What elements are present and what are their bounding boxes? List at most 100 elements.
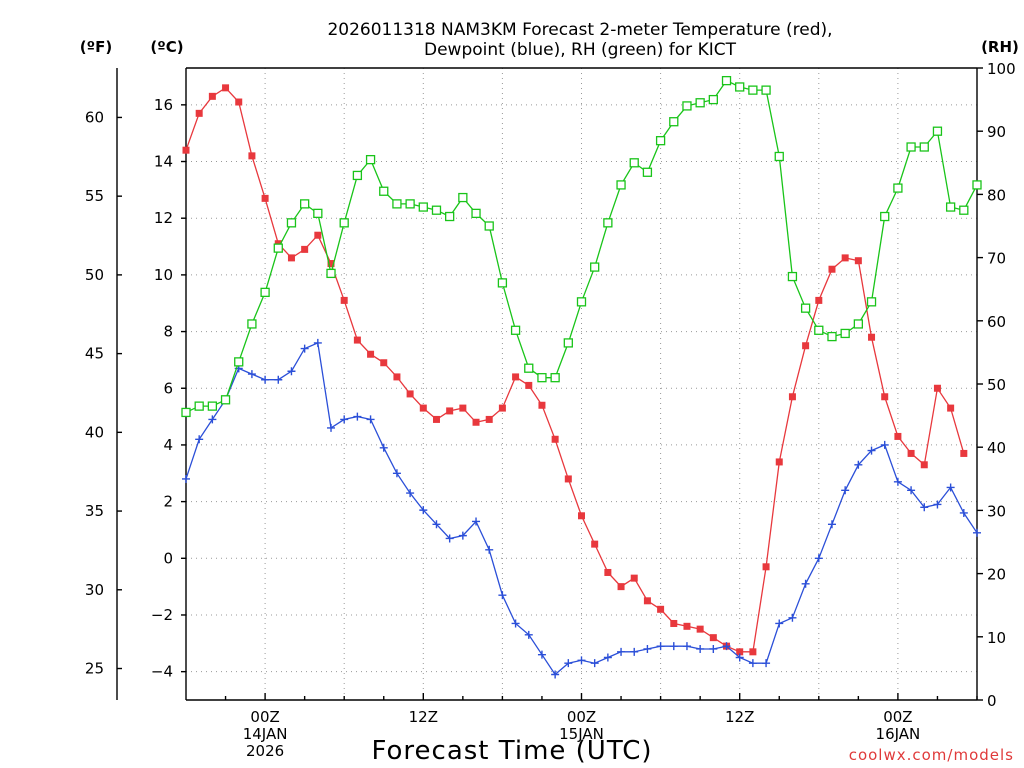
temperature-point bbox=[828, 265, 836, 273]
temperature-point bbox=[498, 404, 506, 412]
temperature-point bbox=[551, 435, 559, 443]
rh-point bbox=[220, 395, 231, 405]
dewpoint-point bbox=[432, 520, 441, 529]
temperature-point bbox=[775, 458, 783, 466]
temperature-point bbox=[446, 407, 454, 415]
temperature-point bbox=[235, 98, 243, 106]
rh-point bbox=[761, 85, 771, 95]
dewpoint-point bbox=[827, 520, 836, 529]
temperature-point bbox=[947, 404, 955, 412]
dewpoint-point bbox=[959, 508, 968, 517]
dewpoint-point bbox=[617, 647, 626, 656]
rh-point bbox=[445, 211, 455, 222]
dewpoint-point bbox=[814, 554, 823, 563]
rh-point bbox=[524, 363, 534, 373]
dewpoint-point bbox=[973, 528, 981, 537]
rh-point bbox=[748, 85, 758, 95]
rh-point bbox=[563, 338, 573, 348]
temperature-point bbox=[327, 260, 335, 268]
rh-point bbox=[247, 319, 257, 329]
rh-tick-label: 40 bbox=[987, 439, 1006, 457]
dewpoint-point bbox=[933, 500, 942, 509]
celsius-tick-label: 2 bbox=[163, 493, 173, 511]
temperature-point bbox=[591, 540, 599, 548]
rh-point bbox=[537, 373, 547, 383]
rh-point bbox=[708, 94, 718, 105]
rh-point bbox=[721, 75, 732, 86]
dewpoint-point bbox=[392, 469, 401, 478]
rh-tick-label: 20 bbox=[987, 566, 1006, 584]
x-tick-label: 16JAN bbox=[876, 725, 921, 743]
rh-point bbox=[603, 218, 613, 228]
fahrenheit-tick-label: 60 bbox=[85, 108, 104, 126]
rh-point bbox=[669, 117, 679, 127]
fahrenheit-tick-label: 45 bbox=[85, 345, 104, 363]
rh-point bbox=[431, 205, 442, 215]
dewpoint-point bbox=[946, 483, 955, 492]
series-open-square bbox=[181, 75, 982, 418]
temperature-point bbox=[248, 152, 256, 160]
temperature-point bbox=[736, 648, 744, 656]
rh-point bbox=[774, 151, 784, 162]
rh-tick-label: 90 bbox=[987, 123, 1006, 141]
dewpoint-point bbox=[696, 644, 705, 653]
temperature-point bbox=[314, 231, 322, 239]
dewpoint-point bbox=[511, 619, 520, 628]
celsius-tick-label: 12 bbox=[154, 209, 173, 227]
rh-point bbox=[840, 328, 850, 339]
dewpoint-point bbox=[498, 591, 507, 600]
dewpoint-point bbox=[682, 642, 691, 651]
x-tick-label: 12Z bbox=[725, 708, 754, 726]
dewpoint-point bbox=[709, 644, 718, 653]
rh-point bbox=[286, 218, 297, 228]
dewpoint-point bbox=[775, 619, 784, 628]
temperature-point bbox=[630, 574, 638, 582]
temperature-point bbox=[907, 449, 915, 457]
rh-tick-label: 30 bbox=[987, 502, 1006, 520]
dewpoint-point bbox=[880, 440, 889, 449]
dewpoint-point bbox=[907, 486, 916, 495]
dewpoint-point bbox=[893, 477, 902, 486]
dewpoint-point bbox=[564, 659, 573, 668]
dewpoint-point bbox=[551, 670, 560, 679]
temperature-point bbox=[854, 257, 862, 265]
rh-point bbox=[866, 297, 877, 307]
temperature-point bbox=[459, 404, 467, 412]
rh-point bbox=[827, 331, 837, 342]
temperature-point bbox=[472, 418, 480, 426]
temperature-point bbox=[406, 390, 414, 398]
rh-tick-label: 10 bbox=[987, 629, 1006, 647]
temperature-point bbox=[960, 449, 968, 457]
dewpoint-point bbox=[762, 659, 771, 668]
rh-point bbox=[260, 287, 270, 298]
dewpoint-point bbox=[643, 644, 652, 653]
dewpoint-point bbox=[195, 435, 204, 444]
fahrenheit-tick-label: 40 bbox=[85, 423, 104, 441]
dewpoint-point bbox=[841, 486, 850, 495]
dewpoint-point bbox=[340, 415, 349, 424]
rh-point bbox=[682, 101, 692, 111]
rh-point bbox=[616, 180, 626, 190]
dewpoint-point bbox=[735, 653, 744, 662]
temperature-point bbox=[367, 350, 375, 358]
celsius-tick-label: 0 bbox=[163, 549, 173, 567]
dewpoint-point bbox=[419, 506, 428, 515]
dewpoint-point bbox=[854, 460, 863, 469]
rh-tick-label: 70 bbox=[987, 250, 1006, 268]
rh-point bbox=[590, 262, 600, 272]
x-tick-label: 12Z bbox=[409, 708, 438, 726]
temperature-point bbox=[604, 568, 612, 576]
fahrenheit-tick-label: 25 bbox=[85, 660, 104, 678]
temperature-point bbox=[643, 597, 651, 605]
rh-point bbox=[365, 154, 376, 165]
rh-point bbox=[642, 167, 653, 177]
rh-tick-label: 60 bbox=[987, 313, 1006, 331]
rh-point bbox=[576, 297, 587, 307]
fahrenheit-tick-label: 55 bbox=[85, 187, 104, 205]
temperature-point bbox=[353, 336, 361, 344]
rh-point bbox=[299, 199, 310, 209]
dewpoint-point bbox=[366, 415, 375, 424]
rh-point bbox=[497, 278, 508, 288]
series-filled-square bbox=[182, 84, 968, 656]
temperature-point bbox=[301, 245, 309, 253]
